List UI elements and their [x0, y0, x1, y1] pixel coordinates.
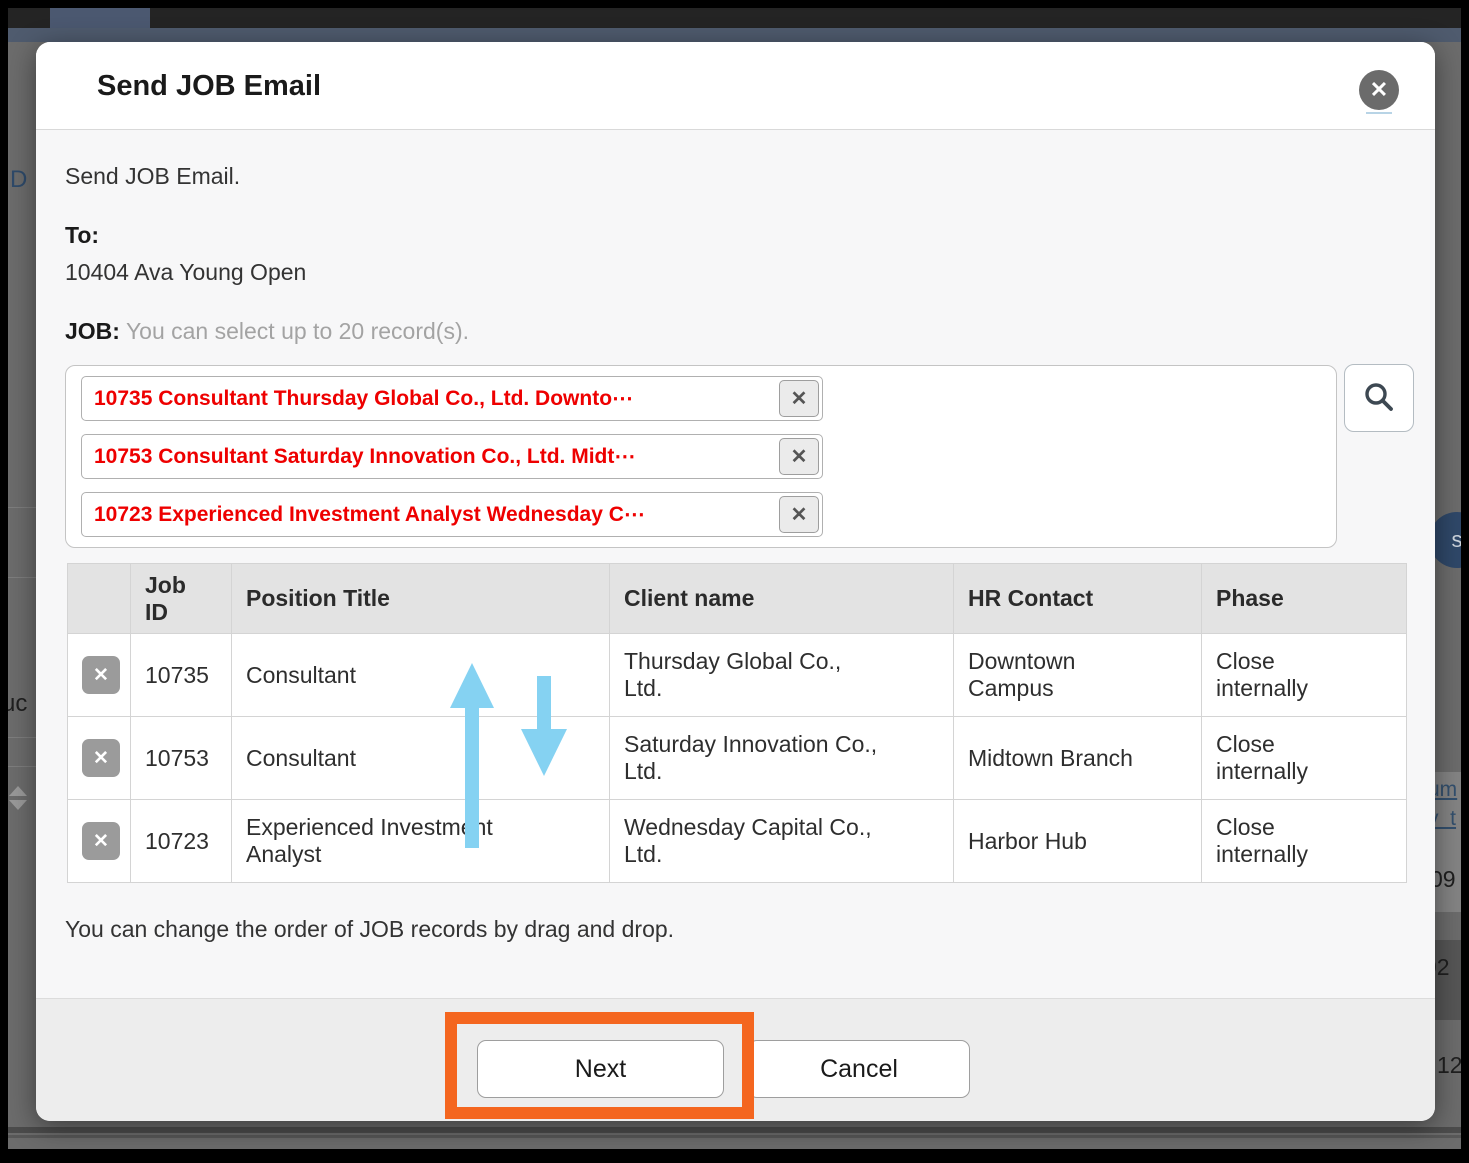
phase-cell: Close internally — [1201, 799, 1407, 883]
search-icon — [1365, 383, 1393, 411]
position-cell: Consultant — [231, 633, 610, 717]
phase-header: Phase — [1201, 563, 1407, 634]
job-chip: 10753 Consultant Saturday Innovation Co.… — [81, 434, 823, 479]
hr-contact-cell: Harbor Hub — [953, 799, 1202, 883]
client-cell: Saturday Innovation Co., Ltd. — [609, 716, 954, 800]
client-cell: Wednesday Capital Co., Ltd. — [609, 799, 954, 883]
browser-tab-bar — [8, 8, 1461, 28]
phase-cell: Close internally — [1201, 633, 1407, 717]
dialog-body: Send JOB Email. To: 10404 Ava Young Open… — [36, 130, 1435, 998]
job-chip-label: 10735 Consultant Thursday Global Co., Lt… — [94, 387, 634, 410]
up-arrow-shaft — [465, 706, 479, 848]
selected-jobs-table: Job ID Position Title Client name HR Con… — [67, 563, 1407, 883]
job-id-cell: 10735 — [130, 633, 232, 717]
job-chip: 10735 Consultant Thursday Global Co., Lt… — [81, 376, 823, 421]
dialog-title: Send JOB Email — [97, 70, 322, 102]
background-link: y_t — [1428, 807, 1457, 830]
highlight-rectangle-annotation — [445, 1012, 754, 1119]
table-row[interactable]: ✕ 10723 Experienced Investment Analyst W… — [67, 799, 1407, 883]
down-arrow-shaft — [537, 676, 551, 731]
close-icon[interactable]: ✕ — [1359, 70, 1399, 110]
cancel-button[interactable]: Cancel — [748, 1040, 970, 1098]
search-jobs-button[interactable] — [1344, 364, 1414, 432]
job-hint: You can select up to 20 record(s). — [125, 318, 470, 344]
position-cell: Experienced Investment Analyst — [231, 799, 610, 883]
job-label: JOB: — [65, 318, 120, 344]
remove-chip-icon[interactable]: ✕ — [779, 438, 819, 475]
job-chip-label: 10753 Consultant Saturday Innovation Co.… — [94, 445, 636, 468]
table-header-row: Job ID Position Title Client name HR Con… — [67, 563, 1407, 634]
up-arrow-annotation — [450, 663, 494, 708]
background-number: 12 — [1437, 1052, 1461, 1078]
down-arrow-annotation — [521, 729, 567, 776]
client-name-header: Client name — [609, 563, 954, 634]
remove-row-icon[interactable]: ✕ — [82, 656, 120, 694]
job-id-header: Job ID — [130, 563, 232, 634]
job-chip-label: 10723 Experienced Investment Analyst Wed… — [94, 503, 645, 526]
table-row[interactable]: ✕ 10735 Consultant Thursday Global Co., … — [67, 633, 1407, 717]
page-top-bar — [8, 28, 1461, 42]
table-row[interactable]: ✕ 10753 Consultant Saturday Innovation C… — [67, 716, 1407, 800]
client-cell: Thursday Global Co., Ltd. — [609, 633, 954, 717]
background-row-divider — [8, 766, 38, 767]
page-bottom-strip — [8, 1127, 1461, 1133]
hr-contact-cell: Midtown Branch — [953, 716, 1202, 800]
background-text-fragment: uc — [8, 690, 28, 717]
job-id-cell: 10723 — [130, 799, 232, 883]
to-label: To: — [65, 222, 100, 248]
job-chip: 10723 Experienced Investment Analyst Wed… — [81, 492, 823, 537]
background-link: um — [1428, 778, 1458, 801]
remove-chip-icon[interactable]: ✕ — [779, 380, 819, 417]
phase-cell: Close internally — [1201, 716, 1407, 800]
job-label-line: JOB: You can select up to 20 record(s). — [65, 318, 469, 345]
to-value: 10404 Ava Young Open — [65, 259, 307, 285]
background-letter: D — [10, 166, 28, 193]
sort-icon — [9, 786, 27, 810]
next-button[interactable]: Next — [477, 1040, 724, 1098]
selected-jobs-box: 10735 Consultant Thursday Global Co., Lt… — [65, 365, 1337, 548]
drag-drop-note: You can change the order of JOB records … — [65, 916, 675, 942]
hr-contact-cell: Downtown Campus — [953, 633, 1202, 717]
remove-chip-icon[interactable]: ✕ — [779, 496, 819, 533]
position-title-header: Position Title — [231, 563, 610, 634]
dialog-intro-text: Send JOB Email. — [65, 163, 241, 189]
remove-row-icon[interactable]: ✕ — [82, 822, 120, 860]
job-id-cell: 10753 — [130, 716, 232, 800]
active-tab — [50, 8, 150, 28]
remove-row-icon[interactable]: ✕ — [82, 739, 120, 777]
delete-column-header — [67, 563, 131, 634]
dialog-header: Send JOB Email ✕ — [36, 42, 1435, 130]
send-job-email-dialog: Send JOB Email ✕ Send JOB Email. To: 104… — [36, 42, 1435, 1121]
page-bottom-strip — [8, 1135, 1461, 1138]
background-row-divider — [8, 577, 38, 578]
close-button-underline — [1366, 112, 1392, 114]
hr-contact-header: HR Contact — [953, 563, 1202, 634]
background-row-divider — [8, 507, 38, 508]
background-row-divider — [8, 737, 38, 738]
